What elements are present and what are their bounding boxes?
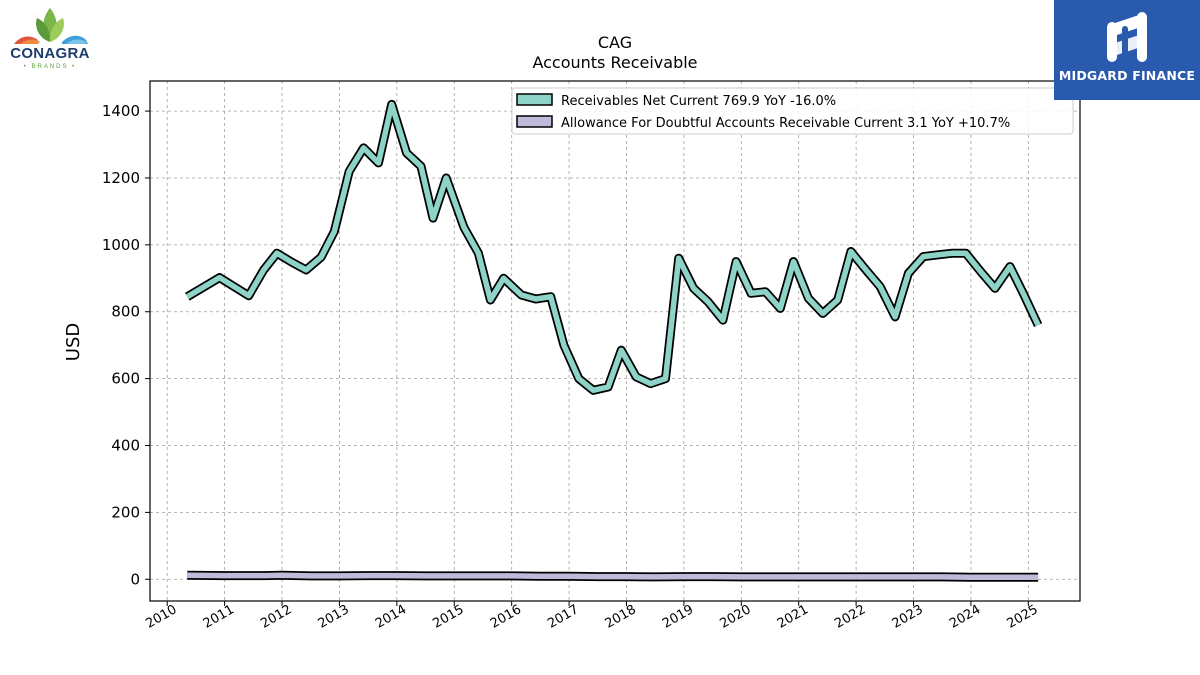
x-tick-label: 2020 <box>717 602 753 632</box>
x-tick-label: 2023 <box>890 602 926 632</box>
series-line-outline-receivables <box>185 99 1043 395</box>
x-tick-label: 2017 <box>545 602 581 632</box>
publisher-mark-icon <box>1107 12 1147 62</box>
x-tick-label: 2025 <box>1005 602 1041 632</box>
legend-swatch-receivables <box>516 93 553 106</box>
series-line-receivables <box>185 101 1041 394</box>
company-logo-subtext: • BRANDS • <box>23 64 77 70</box>
y-tick-label: 1400 <box>102 102 140 120</box>
x-tick-label: 2011 <box>201 602 237 632</box>
x-tick-label: 2021 <box>775 602 811 632</box>
publisher-logo: MIDGARD FINANCE <box>1054 0 1200 100</box>
x-tick-label: 2012 <box>258 602 294 632</box>
x-tick-label: 2024 <box>947 602 983 632</box>
x-tick-label: 2010 <box>143 602 179 632</box>
y-axis-label: USD <box>63 323 84 361</box>
y-tick-label: 0 <box>130 570 140 588</box>
x-tick-label: 2013 <box>316 602 352 632</box>
chart-title: CAG <box>598 33 632 52</box>
legend-label-receivables: Receivables Net Current 769.9 YoY -16.0% <box>561 94 836 109</box>
legend-frame <box>511 87 1074 135</box>
leaf-logo-icon <box>14 8 88 44</box>
grid-lines <box>150 81 1080 601</box>
chart-subtitle: Accounts Receivable <box>532 53 697 72</box>
x-tick-label: 2016 <box>488 602 524 632</box>
y-tick-label: 400 <box>111 437 140 455</box>
plot-frame <box>149 80 1081 602</box>
y-tick-label: 800 <box>111 303 140 321</box>
series-layer <box>185 99 1043 582</box>
legend: Receivables Net Current 769.9 YoY -16.0%… <box>511 87 1074 135</box>
company-logo <box>4 6 100 72</box>
x-tick-label: 2015 <box>430 602 466 632</box>
y-tick-label: 200 <box>111 503 140 521</box>
company-logo-text: CONAGRA <box>10 45 90 62</box>
x-tick-label: 2022 <box>832 602 868 632</box>
x-axis: 2010 2011 2012 2013 2014 2015 2016 2017 2018 2019… <box>143 601 1041 632</box>
y-tick-label: 1200 <box>102 169 140 187</box>
legend-swatch-allowance <box>516 115 553 128</box>
series-line-allowance <box>187 572 1039 581</box>
y-axis: 0 200 400 600 800 1000 1200 1400 <box>102 102 150 588</box>
y-tick-label: 1000 <box>102 236 140 254</box>
x-tick-label: 2014 <box>373 602 409 632</box>
publisher-name: MIDGARD FINANCE <box>1058 68 1196 83</box>
x-tick-label: 2019 <box>660 602 696 632</box>
y-tick-label: 600 <box>111 370 140 388</box>
legend-label-allowance: Allowance For Doubtful Accounts Receivab… <box>561 116 1010 131</box>
x-tick-label: 2018 <box>603 602 639 632</box>
